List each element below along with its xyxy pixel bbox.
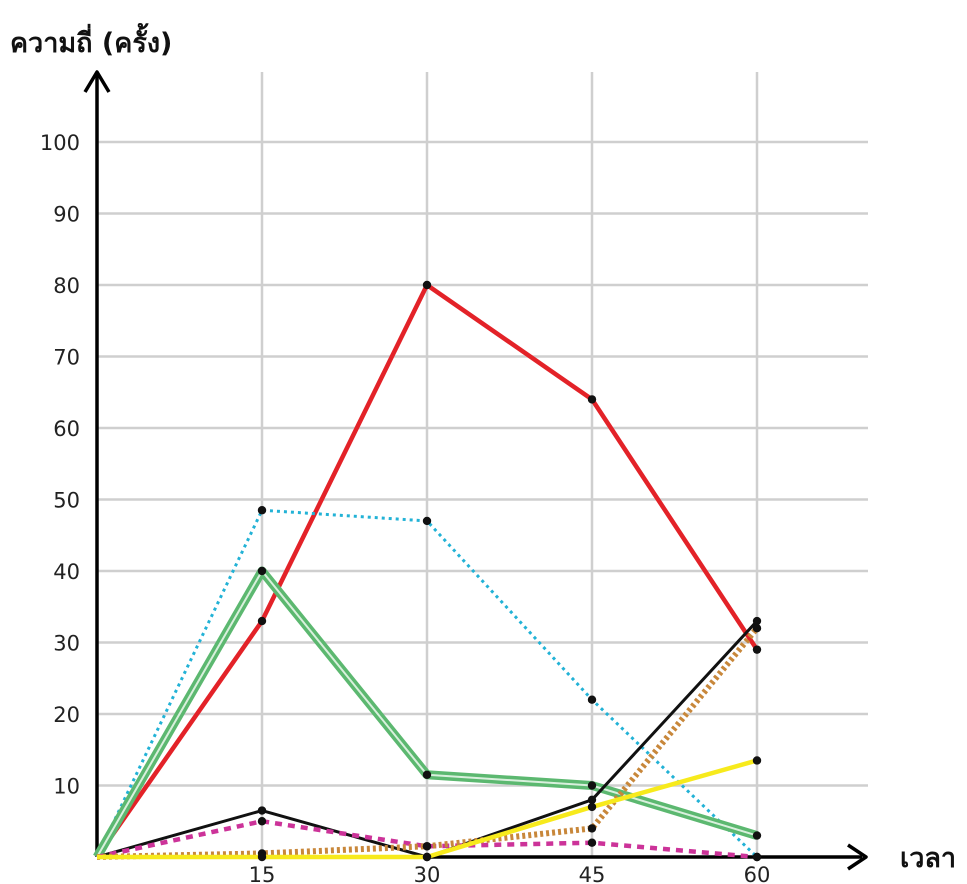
data-point — [257, 817, 267, 826]
y-tick-label: 30 — [53, 632, 80, 656]
axes — [83, 70, 868, 871]
y-tick-label: 60 — [53, 417, 80, 441]
x-axis-arrow — [847, 843, 868, 871]
data-point — [587, 695, 597, 704]
data-points — [257, 280, 762, 862]
data-point — [422, 516, 432, 526]
data-point — [422, 852, 432, 862]
y-tick-labels: 10 20 30 40 50 60 70 80 90 100 — [40, 131, 80, 799]
x-tick-label: 15 — [249, 863, 276, 884]
y-tick-label: 20 — [53, 703, 80, 727]
series-line-1 — [95, 508, 759, 859]
data-point — [257, 852, 267, 862]
y-tick-label: 10 — [53, 775, 80, 799]
data-point — [587, 795, 597, 804]
x-axis-title: เวลา — [900, 843, 956, 874]
data-point — [422, 770, 432, 779]
data-point — [587, 802, 597, 812]
data-point — [587, 838, 597, 847]
y-axis-title: ความถี่ (ครั้ง) — [10, 22, 172, 59]
data-point — [587, 395, 597, 404]
x-tick-labels: 15 30 45 60 — [249, 863, 771, 884]
y-tick-label: 50 — [53, 489, 80, 513]
x-tick-label: 45 — [579, 863, 606, 884]
data-point — [257, 566, 267, 576]
data-point — [752, 624, 762, 633]
vertical-gridlines — [260, 72, 759, 857]
data-point — [752, 831, 762, 840]
data-point — [587, 824, 597, 833]
data-point — [422, 280, 432, 290]
data-point — [587, 781, 597, 790]
data-point — [257, 616, 267, 626]
x-tick-label: 60 — [744, 863, 771, 884]
horizontal-gridlines — [97, 140, 868, 787]
data-point — [752, 645, 762, 654]
y-tick-label: 80 — [53, 274, 80, 298]
y-tick-label: 40 — [53, 560, 80, 584]
data-point — [752, 756, 762, 765]
y-axis-arrow — [83, 70, 111, 93]
x-tick-label: 30 — [414, 863, 441, 884]
y-tick-label: 70 — [53, 346, 80, 370]
data-point — [752, 616, 762, 626]
data-point — [257, 806, 267, 815]
y-tick-label: 90 — [53, 203, 80, 227]
y-tick-label: 100 — [40, 131, 80, 155]
data-point — [257, 506, 267, 515]
data-point — [422, 842, 432, 851]
data-point — [752, 852, 762, 862]
